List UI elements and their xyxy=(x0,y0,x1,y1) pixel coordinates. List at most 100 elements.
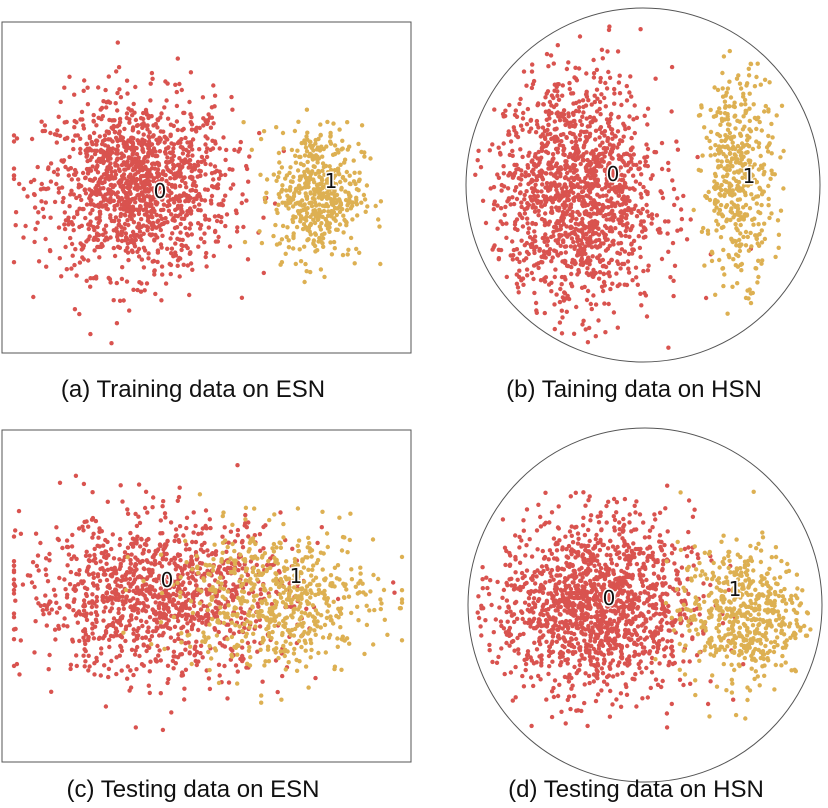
point-class-0 xyxy=(191,576,196,581)
point-class-0 xyxy=(561,148,566,153)
point-class-0 xyxy=(80,170,86,176)
point-class-0 xyxy=(240,653,245,659)
point-class-0 xyxy=(199,542,205,548)
point-class-1 xyxy=(758,210,763,216)
point-class-0 xyxy=(160,190,165,195)
point-class-0 xyxy=(160,233,165,238)
point-class-1 xyxy=(297,190,302,195)
point-class-0 xyxy=(165,663,171,668)
point-class-0 xyxy=(637,160,643,165)
point-class-1 xyxy=(322,274,327,280)
point-class-0 xyxy=(157,224,162,229)
point-class-0 xyxy=(589,207,594,212)
point-class-0 xyxy=(535,103,540,108)
point-class-1 xyxy=(724,167,729,173)
point-class-0 xyxy=(217,673,222,678)
point-class-1 xyxy=(365,204,370,209)
point-class-0 xyxy=(615,200,620,205)
point-class-1 xyxy=(279,260,285,265)
point-class-1 xyxy=(759,228,764,233)
point-class-0 xyxy=(499,182,504,188)
point-class-0 xyxy=(210,138,215,143)
point-class-0 xyxy=(529,270,534,276)
point-class-0 xyxy=(172,624,178,629)
point-class-1 xyxy=(781,148,786,154)
point-class-0 xyxy=(120,197,125,202)
point-class-0 xyxy=(193,188,199,194)
point-class-0 xyxy=(211,83,216,88)
point-class-0 xyxy=(149,634,155,639)
point-class-0 xyxy=(64,595,70,600)
point-class-0 xyxy=(168,176,173,181)
point-class-0 xyxy=(540,182,545,187)
point-class-0 xyxy=(137,653,142,659)
point-class-0 xyxy=(173,82,178,88)
point-class-0 xyxy=(92,151,98,157)
point-class-0 xyxy=(178,558,183,563)
point-class-0 xyxy=(187,580,192,586)
point-class-1 xyxy=(317,191,322,197)
point-class-0 xyxy=(181,262,186,267)
point-class-0 xyxy=(109,546,114,552)
point-class-0 xyxy=(579,129,584,134)
point-class-1 xyxy=(298,208,304,214)
point-class-0 xyxy=(160,504,165,509)
point-class-0 xyxy=(578,245,583,250)
point-class-1 xyxy=(293,153,298,158)
point-class-1 xyxy=(284,188,289,193)
point-class-0 xyxy=(551,95,556,101)
point-class-0 xyxy=(139,537,144,542)
point-class-0 xyxy=(88,284,93,289)
point-class-1 xyxy=(715,158,720,163)
point-class-0 xyxy=(581,250,587,255)
point-class-0 xyxy=(510,153,515,158)
point-class-0 xyxy=(556,97,562,103)
point-class-0 xyxy=(133,181,138,186)
point-class-0 xyxy=(510,148,515,154)
point-class-0 xyxy=(55,172,60,177)
point-class-1 xyxy=(313,141,318,146)
point-class-0 xyxy=(544,51,550,57)
point-class-0 xyxy=(545,127,550,133)
point-class-0 xyxy=(163,135,169,141)
point-class-0 xyxy=(111,298,116,303)
point-class-0 xyxy=(96,636,102,641)
point-class-0 xyxy=(60,545,65,551)
point-class-0 xyxy=(588,182,593,187)
point-class-0 xyxy=(147,690,152,696)
point-class-0 xyxy=(202,198,208,203)
point-class-0 xyxy=(238,139,243,145)
point-class-0 xyxy=(86,564,91,569)
point-class-0 xyxy=(101,186,106,191)
point-class-0 xyxy=(177,274,182,279)
point-class-0 xyxy=(580,98,586,103)
point-class-0 xyxy=(153,232,158,238)
point-class-0 xyxy=(630,247,635,252)
point-class-1 xyxy=(242,239,248,245)
point-class-1 xyxy=(363,209,368,214)
point-class-0 xyxy=(559,331,565,336)
point-class-0 xyxy=(56,225,62,230)
point-class-0 xyxy=(54,140,59,145)
point-class-0 xyxy=(146,256,151,261)
point-class-0 xyxy=(32,584,37,590)
point-class-0 xyxy=(107,117,112,123)
point-class-0 xyxy=(607,217,612,222)
point-class-0 xyxy=(144,281,150,286)
point-class-0 xyxy=(557,320,563,325)
point-class-0 xyxy=(141,643,146,648)
point-class-0 xyxy=(552,88,557,93)
point-class-1 xyxy=(347,144,352,149)
point-class-0 xyxy=(88,202,94,207)
point-class-0 xyxy=(141,245,147,250)
point-class-0 xyxy=(136,482,142,487)
point-class-0 xyxy=(516,290,521,295)
point-class-0 xyxy=(74,663,80,669)
point-class-0 xyxy=(87,553,92,558)
point-class-0 xyxy=(258,591,264,597)
point-class-0 xyxy=(562,191,567,196)
point-class-0 xyxy=(169,141,174,146)
point-class-0 xyxy=(194,583,199,588)
point-class-0 xyxy=(179,247,184,253)
point-class-0 xyxy=(104,591,109,596)
